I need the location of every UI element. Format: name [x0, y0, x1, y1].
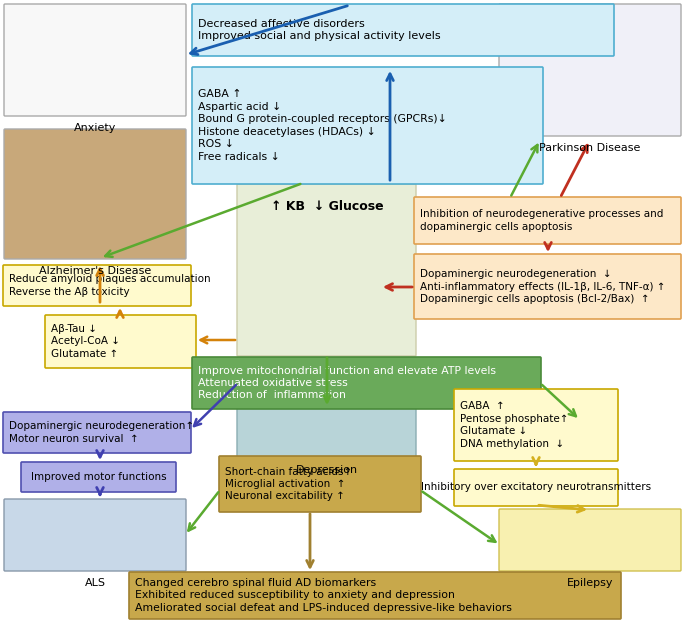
FancyBboxPatch shape — [4, 129, 186, 259]
Text: Inhibitory over excitatory neurotransmitters: Inhibitory over excitatory neurotransmit… — [421, 483, 651, 493]
FancyBboxPatch shape — [219, 456, 421, 512]
FancyBboxPatch shape — [414, 197, 681, 244]
Text: Epilepsy: Epilepsy — [566, 578, 613, 588]
FancyBboxPatch shape — [454, 389, 618, 461]
Text: Alzheimer's Disease: Alzheimer's Disease — [39, 266, 151, 276]
Text: Reduce amyloid plaques accumulation
Reverse the Aβ toxicity: Reduce amyloid plaques accumulation Reve… — [9, 274, 210, 297]
FancyBboxPatch shape — [129, 572, 621, 619]
Text: GABA  ↑
Pentose phosphate↑
Glutamate ↓
DNA methylation  ↓: GABA ↑ Pentose phosphate↑ Glutamate ↓ DN… — [460, 401, 569, 448]
Text: Changed cerebro spinal fluid AD biomarkers
Exhibited reduced susceptibility to a: Changed cerebro spinal fluid AD biomarke… — [135, 578, 512, 613]
FancyBboxPatch shape — [4, 4, 186, 116]
FancyBboxPatch shape — [499, 4, 681, 136]
Text: Parkinson Disease: Parkinson Disease — [539, 143, 640, 153]
Text: Dopaminergic neurodegeneration  ↓
Anti-inflammatory effects (IL-1β, IL-6, TNF-α): Dopaminergic neurodegeneration ↓ Anti-in… — [420, 269, 666, 304]
FancyBboxPatch shape — [21, 462, 176, 492]
FancyBboxPatch shape — [499, 509, 681, 571]
FancyBboxPatch shape — [4, 499, 186, 571]
FancyBboxPatch shape — [237, 369, 416, 459]
Text: Inhibition of neurodegenerative processes and
dopaminergic cells apoptosis: Inhibition of neurodegenerative processe… — [420, 209, 663, 232]
FancyBboxPatch shape — [414, 254, 681, 319]
FancyBboxPatch shape — [192, 4, 614, 56]
Text: Dopaminergic neurodegeneration↑
Motor neuron survival  ↑: Dopaminergic neurodegeneration↑ Motor ne… — [9, 421, 194, 443]
FancyBboxPatch shape — [3, 412, 191, 453]
Text: Decreased affective disorders
Improved social and physical activity levels: Decreased affective disorders Improved s… — [198, 19, 440, 41]
FancyBboxPatch shape — [192, 67, 543, 184]
FancyBboxPatch shape — [237, 184, 416, 356]
Text: ALS: ALS — [84, 578, 105, 588]
Text: ↑ KB  ↓ Glucose: ↑ KB ↓ Glucose — [271, 200, 384, 213]
FancyBboxPatch shape — [45, 315, 196, 368]
Text: Short-chain fatty acids↑
Microglial activation  ↑
Neuronal excitability ↑: Short-chain fatty acids↑ Microglial acti… — [225, 466, 352, 501]
Text: GABA ↑
Aspartic acid ↓
Bound G protein-coupled receptors (GPCRs)↓
Histone deacet: GABA ↑ Aspartic acid ↓ Bound G protein-c… — [198, 90, 447, 162]
FancyBboxPatch shape — [454, 469, 618, 506]
FancyBboxPatch shape — [3, 265, 191, 306]
FancyBboxPatch shape — [192, 357, 541, 409]
Text: Improve mitochondrial function and elevate ATP levels
Attenuated oxidative stres: Improve mitochondrial function and eleva… — [198, 366, 496, 401]
Text: Aβ-Tau ↓
Acetyl-CoA ↓
Glutamate ↑: Aβ-Tau ↓ Acetyl-CoA ↓ Glutamate ↑ — [51, 324, 120, 359]
Text: Improved motor functions: Improved motor functions — [31, 472, 166, 482]
Text: Depression: Depression — [296, 465, 358, 475]
Text: Anxiety: Anxiety — [74, 123, 116, 133]
